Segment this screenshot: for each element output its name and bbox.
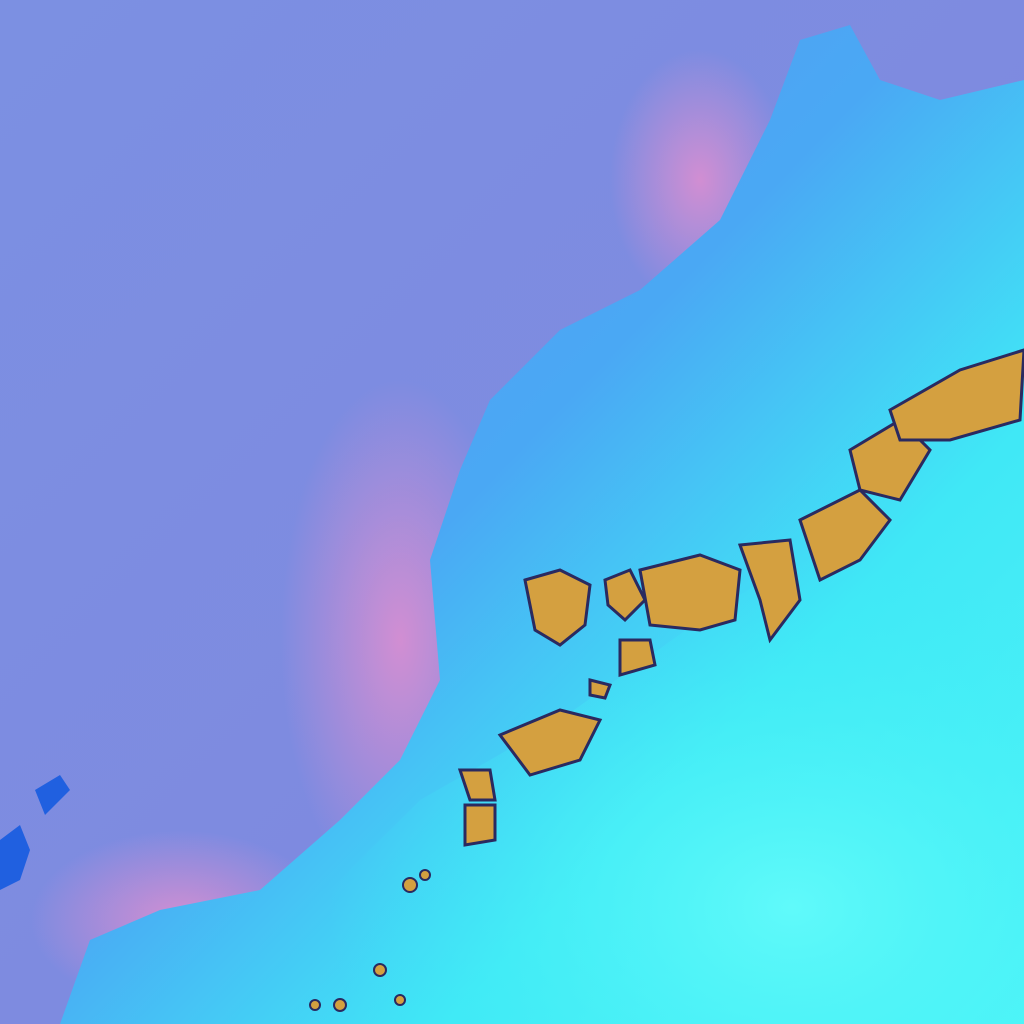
mountain-peaks-south (309, 869, 431, 1012)
mountain-range (457, 348, 1024, 847)
desert (250, 440, 1024, 1024)
canary-islands (0, 775, 70, 890)
